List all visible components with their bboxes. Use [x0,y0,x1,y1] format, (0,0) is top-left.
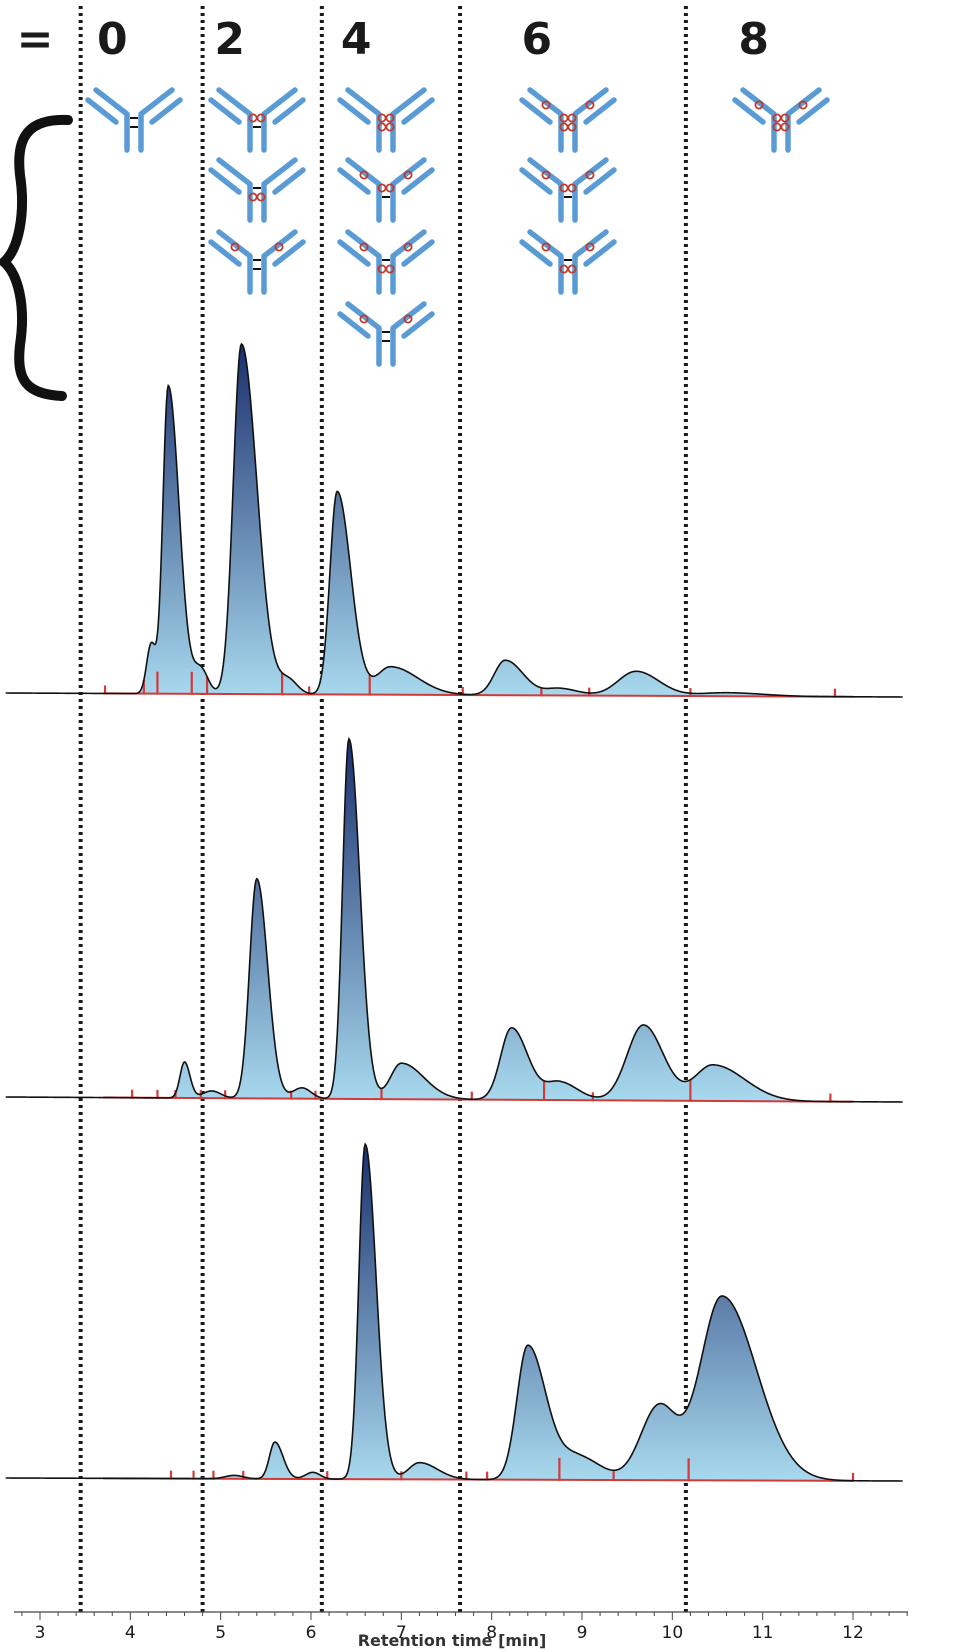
trace-line-1 [5,342,903,698]
trace-line-2 [5,737,903,1103]
chromatogram-panel-1 [5,342,903,698]
chromatogram-panel-2 [5,737,903,1103]
x-axis-title: Retention time [min] [358,1631,547,1650]
x-tick-label-9: 9 [577,1623,588,1643]
chromatogram-panel-3 [5,1142,903,1482]
antibody-diagrams [85,87,830,367]
antibody-icon-8 [519,87,617,153]
antibody-icon-1 [208,87,306,153]
peak-area-1 [5,344,903,697]
antibody-icon-3 [208,229,306,295]
x-axis: 3 4 5 6 7 8 9 10 11 12 Retention time [min] [14,1611,908,1650]
x-tick-label-7: 7 [396,1623,407,1643]
dar-header: = 0 2 4 6 8 [0,14,769,401]
dar-label-6: 6 [522,14,553,65]
antibody-icon-11 [732,87,830,153]
curly-brace [0,114,73,401]
x-tick-label-5: 5 [215,1623,226,1643]
header-symbol: = [17,14,54,65]
antibody-icon-2 [208,157,306,223]
x-tick-label-6: 6 [306,1623,317,1643]
dar-boundaries [78,6,688,1612]
dar-label-8: 8 [738,14,769,65]
antibody-icon-0 [85,87,183,153]
peak-area-2 [5,738,903,1102]
antibody-icon-10 [519,229,617,295]
x-tick-label-11: 11 [752,1623,774,1643]
antibody-icon-6 [337,229,435,295]
dar-label-2: 2 [214,14,245,65]
dar-label-0: 0 [97,14,128,65]
peak-area-3 [5,1144,903,1481]
antibody-icon-7 [337,301,435,367]
antibody-icon-9 [519,157,617,223]
x-tick-label-8: 8 [486,1623,497,1643]
antibody-icon-4 [337,87,435,153]
chromatogram-traces [5,342,903,1482]
x-tick-label-10: 10 [662,1623,684,1643]
integration-baseline-1 [103,692,854,698]
x-tick-label-4: 4 [125,1623,136,1643]
antibody-icon-5 [337,157,435,223]
dar-label-4: 4 [341,14,372,65]
x-tick-label-3: 3 [35,1623,46,1643]
x-tick-label-12: 12 [842,1623,864,1643]
trace-line-3 [5,1142,903,1482]
